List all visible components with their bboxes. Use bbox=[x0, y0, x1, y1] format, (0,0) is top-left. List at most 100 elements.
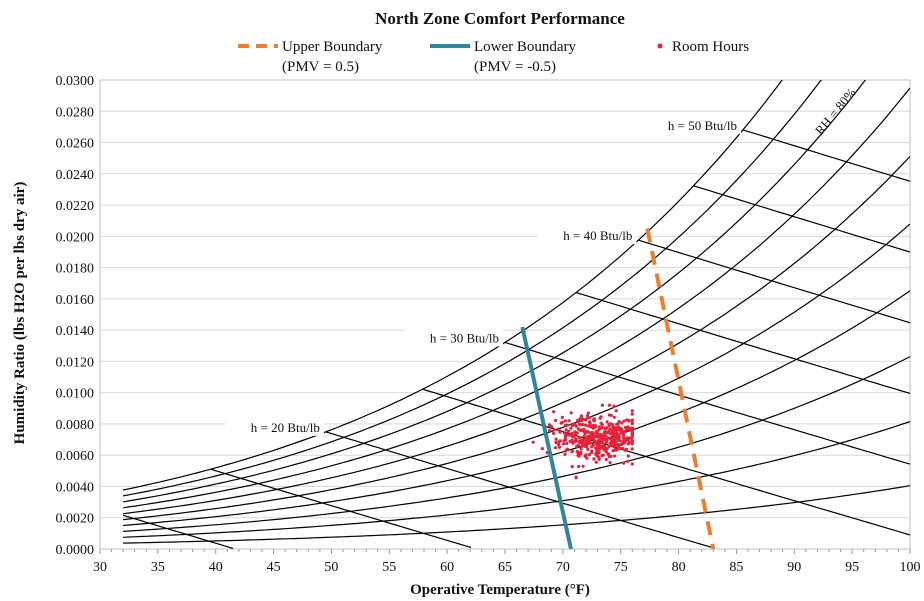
room-hour-point bbox=[612, 415, 616, 419]
room-hour-point bbox=[621, 440, 626, 444]
room-hour-point bbox=[560, 415, 565, 419]
room-hour-point bbox=[614, 432, 618, 437]
y-tick-label: 0.0160 bbox=[56, 293, 95, 308]
room-hour-point bbox=[547, 429, 552, 433]
room-hour-point bbox=[540, 447, 545, 451]
room-hour-point bbox=[607, 455, 611, 459]
room-hour-point bbox=[626, 425, 630, 429]
room-hour-point bbox=[613, 444, 617, 448]
room-hour-point bbox=[585, 445, 589, 449]
room-hour-point bbox=[628, 426, 632, 430]
room-hour-point bbox=[602, 430, 607, 435]
room-hour-point bbox=[576, 453, 580, 457]
room-hour-point bbox=[569, 426, 573, 430]
room-hour-point bbox=[594, 460, 598, 464]
comfort-boundaries bbox=[520, 228, 716, 550]
room-hour-point bbox=[608, 461, 612, 465]
room-hour-point bbox=[583, 423, 588, 427]
room-hour-point bbox=[630, 431, 634, 435]
room-hour-point bbox=[587, 430, 591, 434]
lower-boundary-line bbox=[520, 326, 573, 550]
room-hour-point bbox=[630, 462, 634, 466]
room-hour-point bbox=[626, 454, 630, 458]
room-hour-point bbox=[625, 436, 629, 440]
room-hour-point bbox=[561, 442, 566, 446]
room-hour-point bbox=[603, 426, 607, 430]
y-axis-title: Humidity Ratio (lbs H2O per lbs dry air) bbox=[12, 182, 28, 445]
room-hour-point bbox=[548, 423, 552, 428]
room-hour-point bbox=[571, 435, 575, 439]
room-hour-point bbox=[570, 465, 574, 469]
x-tick-label: 50 bbox=[324, 560, 338, 575]
rh-curve bbox=[123, 87, 910, 509]
room-hour-point bbox=[618, 446, 622, 450]
rh-curve bbox=[123, 156, 910, 515]
enthalpy-label: h = 20 Btu/lb bbox=[251, 420, 320, 435]
room-hour-point bbox=[625, 428, 629, 432]
room-hour-point bbox=[591, 437, 596, 441]
room-hour-point bbox=[600, 433, 604, 437]
room-hours-points bbox=[531, 403, 634, 480]
y-tick-label: 0.0060 bbox=[56, 449, 95, 464]
room-hour-point bbox=[554, 437, 558, 441]
room-hour-point bbox=[572, 422, 576, 426]
y-tick-label: 0.0000 bbox=[56, 543, 95, 558]
room-hour-point bbox=[584, 441, 589, 445]
room-hour-point bbox=[592, 457, 596, 461]
enthalpy-label: h = 50 Btu/lb bbox=[668, 118, 737, 133]
room-hour-point bbox=[630, 447, 634, 451]
y-tick-label: 0.0280 bbox=[56, 105, 95, 120]
y-tick-label: 0.0240 bbox=[56, 168, 95, 183]
room-hour-point bbox=[600, 423, 604, 427]
rh-curve bbox=[123, 223, 910, 521]
x-tick-label: 90 bbox=[787, 560, 801, 575]
room-hour-point bbox=[586, 424, 591, 428]
room-hour-point bbox=[553, 446, 558, 450]
room-hour-point bbox=[623, 448, 627, 452]
y-tick-label: 0.0020 bbox=[56, 512, 95, 527]
room-hour-point bbox=[607, 413, 612, 417]
room-hour-point bbox=[600, 446, 604, 450]
room-hour-point bbox=[553, 418, 558, 423]
room-hour-point bbox=[587, 437, 591, 441]
x-tick-label: 65 bbox=[498, 560, 512, 575]
room-hour-point bbox=[622, 461, 626, 465]
room-hour-point bbox=[587, 453, 592, 457]
room-hour-point bbox=[569, 411, 573, 415]
room-hour-point bbox=[557, 443, 561, 447]
room-hour-point bbox=[625, 418, 629, 422]
room-hour-point bbox=[563, 437, 568, 441]
room-hour-point bbox=[617, 427, 621, 431]
room-hour-point bbox=[574, 437, 578, 441]
room-hour-point bbox=[600, 441, 605, 445]
room-hour-point bbox=[582, 434, 586, 438]
room-hour-point bbox=[584, 453, 588, 457]
psychrometric-lines bbox=[122, 80, 910, 549]
room-hour-point bbox=[552, 428, 557, 432]
room-hour-point bbox=[630, 428, 634, 432]
room-hour-point bbox=[614, 440, 618, 444]
room-hour-point bbox=[607, 403, 612, 407]
room-hour-point bbox=[578, 436, 582, 440]
room-hour-point bbox=[574, 424, 578, 428]
room-hour-point bbox=[576, 443, 581, 447]
rh-curve bbox=[123, 421, 910, 538]
enthalpy-line bbox=[504, 341, 910, 465]
x-tick-label: 40 bbox=[209, 560, 223, 575]
enthalpy-line bbox=[693, 185, 910, 253]
y-axis: 0.0000 0.0020 0.0040 0.0060 0.0080 0.0100 0.01… bbox=[56, 74, 95, 558]
room-hour-point bbox=[564, 423, 568, 427]
enthalpy-label: h = 40 Btu/lb bbox=[563, 228, 632, 243]
room-hour-point bbox=[568, 439, 572, 443]
room-hour-point bbox=[565, 441, 569, 446]
rh-curve bbox=[123, 290, 910, 527]
enthalpy-label-bg bbox=[538, 227, 637, 245]
x-axis: 30 35 40 45 50 55 60 65 70 75 80 85 90 95 100 bbox=[93, 549, 921, 575]
room-hour-point bbox=[605, 420, 609, 424]
room-hour-point bbox=[581, 422, 585, 427]
room-hour-point bbox=[579, 447, 583, 451]
room-hour-point bbox=[579, 429, 583, 433]
legend-upper-sublabel: (PMV = 0.5) bbox=[282, 59, 359, 75]
room-hour-point bbox=[563, 419, 568, 423]
enthalpy-line bbox=[210, 468, 472, 549]
